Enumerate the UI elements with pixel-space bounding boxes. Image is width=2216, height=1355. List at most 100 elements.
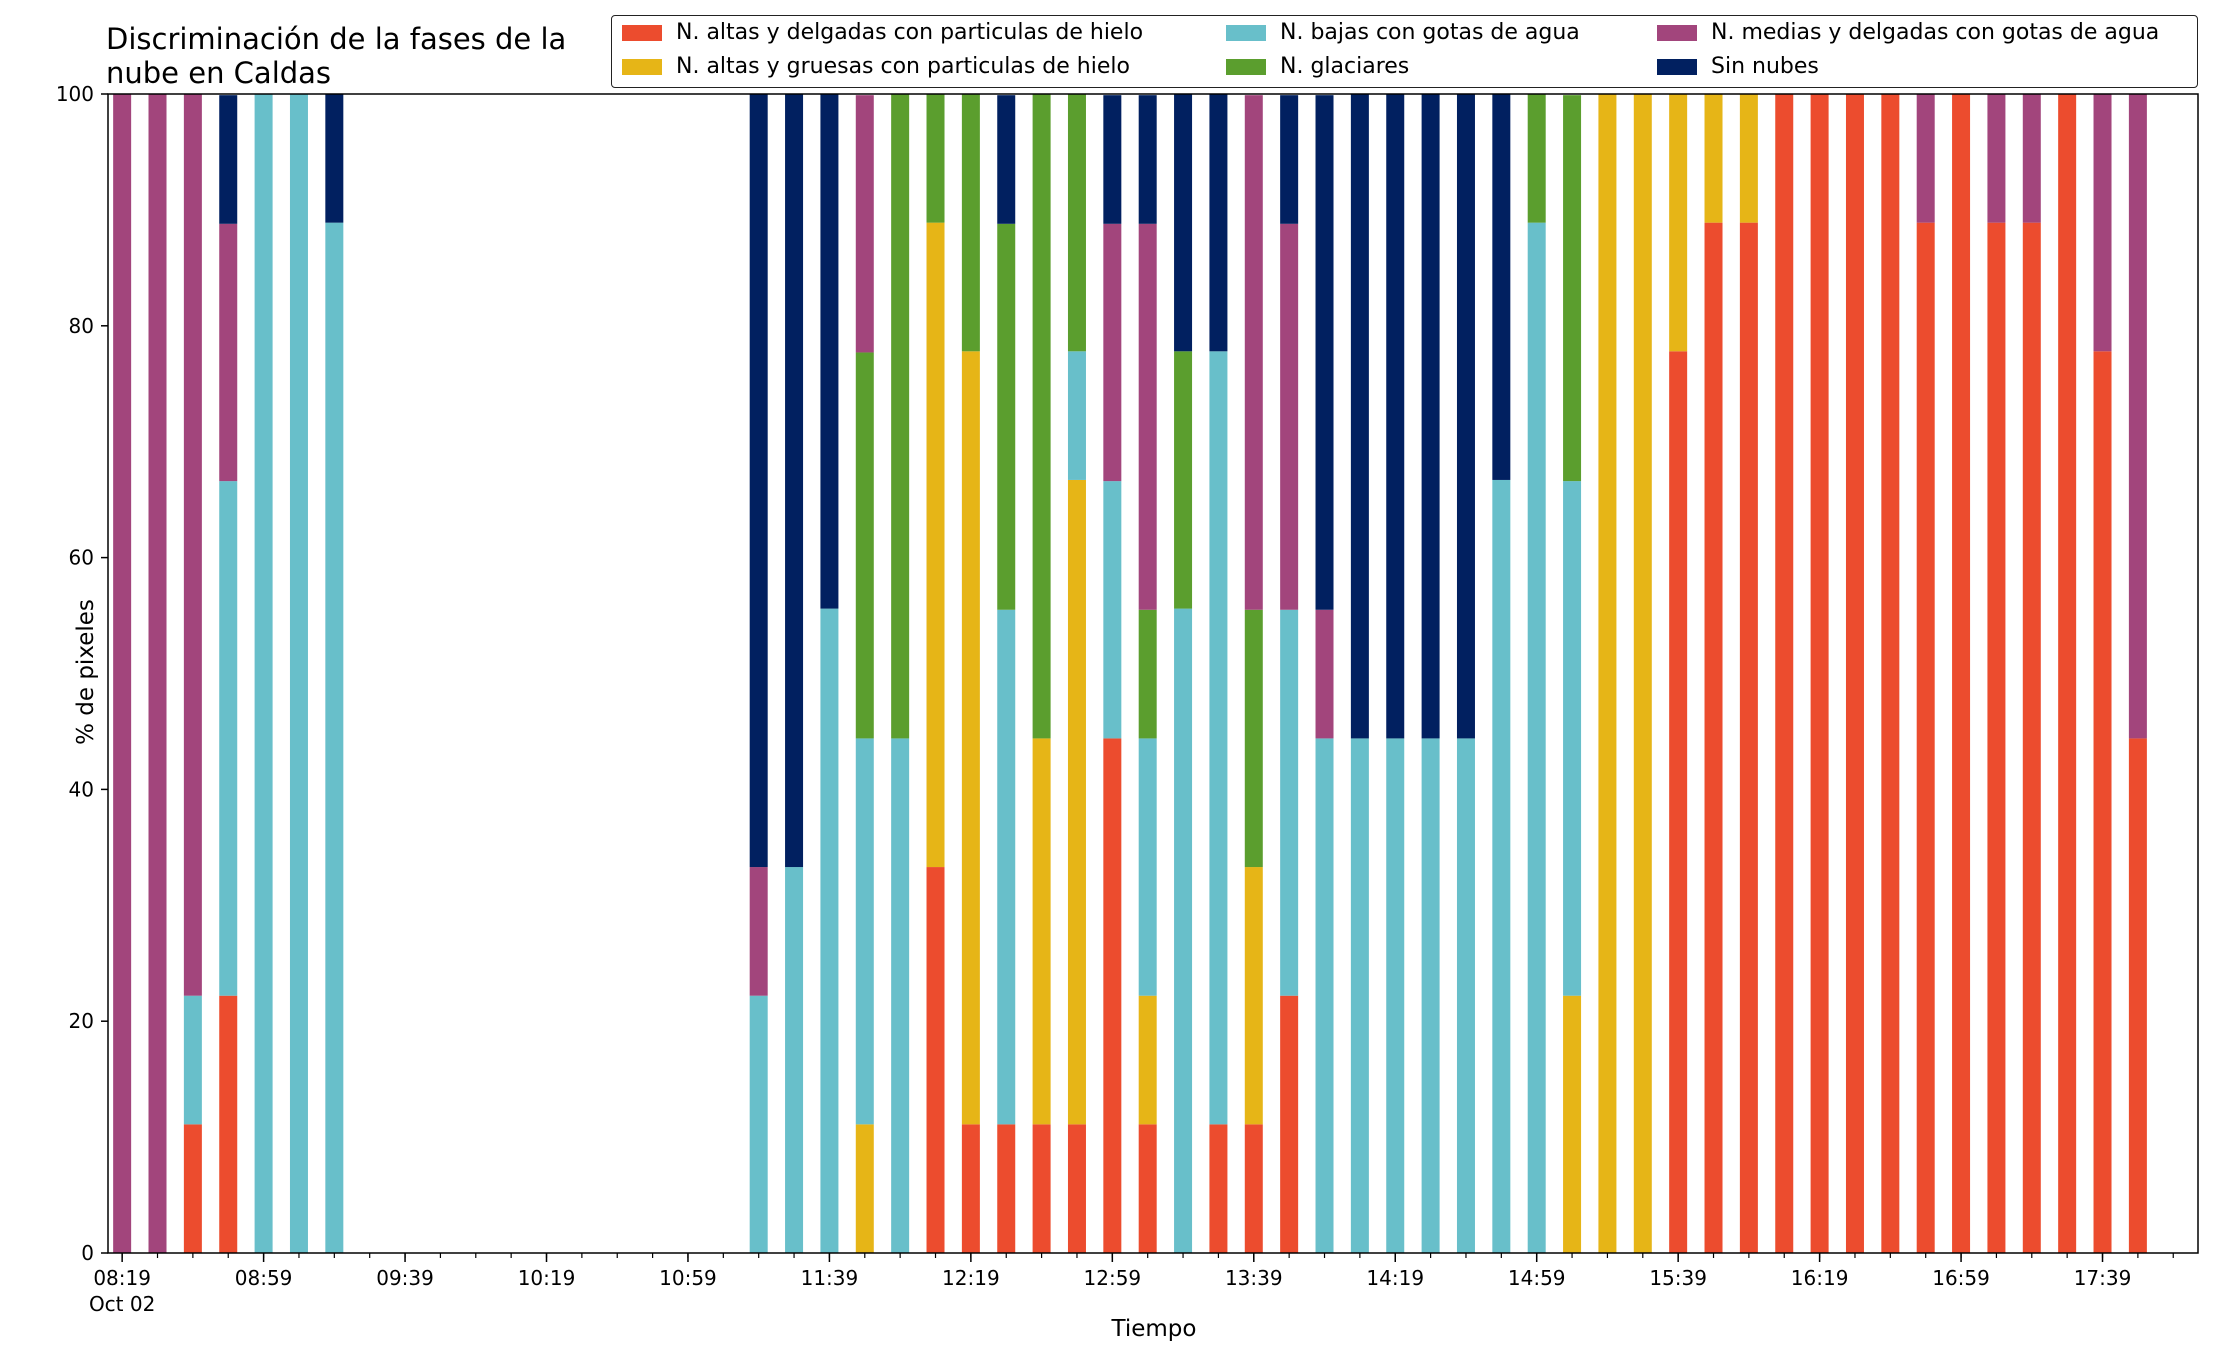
bar-segment: [1456, 738, 1475, 1253]
bar-segment: [113, 94, 132, 1253]
bar-segment: [1492, 94, 1511, 480]
bar-stack: [1421, 94, 1440, 1253]
legend-item-medias-delgadas: N. medias y delgadas con gotas de agua: [1657, 20, 2159, 45]
bar-segment: [1527, 94, 1546, 223]
legend-item-altas-delgadas: N. altas y delgadas con particulas de hi…: [622, 20, 1143, 45]
bar-stack: [1952, 94, 1971, 1253]
bar-segment: [1244, 95, 1263, 610]
y-tick-label: 80: [69, 314, 94, 338]
bar-segment: [2058, 94, 2077, 1253]
bar-segment: [2128, 94, 2147, 739]
legend-swatch: [1226, 58, 1266, 75]
bar-segment: [1739, 94, 1758, 223]
bar-segment: [2093, 351, 2112, 1254]
x-tick-label: 16:19: [1791, 1266, 1849, 1290]
bar-segment: [891, 738, 910, 1253]
bar-stack: [1067, 94, 1086, 1253]
bar-stack: [1916, 94, 1935, 1253]
bar-segment: [148, 94, 167, 1253]
x-tick-label: 08:59: [235, 1266, 293, 1290]
bar-segment: [997, 1124, 1016, 1253]
y-axis-label: % de pixeles: [72, 599, 99, 745]
bar-segment: [1067, 1124, 1086, 1253]
bar-stack: [325, 94, 344, 1253]
legend-item-glaciares: N. glaciares: [1226, 54, 1409, 79]
bar-segment: [1315, 609, 1334, 739]
bar-segment: [785, 867, 804, 1253]
y-tick-label: 20: [69, 1009, 94, 1033]
y-tick-label: 60: [69, 546, 94, 570]
bar-segment: [820, 94, 839, 609]
bar-segment: [219, 995, 238, 1253]
bar-segment: [1386, 738, 1405, 1253]
bar-segment: [1138, 95, 1157, 224]
bar-stack: [219, 95, 238, 1253]
bar-stack: [1280, 95, 1299, 1253]
bar-segment: [1739, 222, 1758, 1253]
bar-segment: [1103, 95, 1122, 224]
bar-segment: [1138, 223, 1157, 610]
bar-segment: [325, 222, 344, 1253]
bar-stack: [183, 94, 202, 1253]
bar-segment: [1280, 995, 1299, 1253]
bar-segment: [1633, 94, 1652, 1253]
legend-label: N. altas y delgadas con particulas de hi…: [676, 20, 1144, 45]
bar-segment: [1845, 94, 1864, 1253]
bar-segment: [820, 608, 839, 1253]
x-axis-label: Tiempo: [1111, 1316, 1197, 1342]
bar-segment: [749, 995, 768, 1253]
bar-segment: [1315, 95, 1334, 610]
chart-title: Discriminación de la fases de la nube en…: [106, 22, 567, 90]
bar-segment: [1244, 867, 1263, 1125]
bar-segment: [1421, 738, 1440, 1253]
bar-stack: [1244, 95, 1263, 1253]
bar-segment: [997, 223, 1016, 610]
legend-swatch: [622, 58, 662, 75]
bar-segment: [1280, 95, 1299, 224]
y-tick-label: 40: [69, 777, 94, 801]
bar-segment: [1598, 94, 1617, 1253]
bar-segment: [1138, 1124, 1157, 1253]
bar-segment: [1456, 94, 1475, 739]
bar-segment: [926, 867, 945, 1253]
bar-stack: [1174, 94, 1193, 1253]
bar-segment: [997, 609, 1016, 1125]
bar-segment: [1174, 94, 1193, 352]
bar-segment: [1032, 738, 1051, 1125]
bar-segment: [1067, 94, 1086, 352]
bar-segment: [1244, 1124, 1263, 1253]
bar-segment: [1067, 479, 1086, 1125]
bar-segment: [1952, 94, 1971, 1253]
bar-segment: [926, 222, 945, 868]
bar-segment: [1775, 94, 1794, 1253]
bar-segment: [1669, 351, 1688, 1254]
bar-segment: [1138, 738, 1157, 996]
bar-stack: [148, 94, 167, 1253]
legend-item-altas-gruesas: N. altas y gruesas con particulas de hie…: [622, 54, 1130, 79]
bar-segment: [1810, 94, 1829, 1253]
bar-segment: [1103, 481, 1122, 739]
bar-segment: [1138, 995, 1157, 1125]
bar-segment: [289, 94, 308, 1253]
bar-stack: [1633, 94, 1652, 1253]
bar-segment: [1315, 738, 1334, 1253]
bar-stack: [1881, 94, 1900, 1253]
x-tick-label: 12:59: [1084, 1266, 1142, 1290]
bar-segment: [219, 481, 238, 996]
bar-stack: [1032, 94, 1051, 1253]
bar-segment: [1916, 222, 1935, 1253]
bar-stack: [1598, 94, 1617, 1253]
bar-segment: [749, 867, 768, 996]
bar-segment: [855, 95, 874, 353]
legend-swatch: [622, 24, 662, 41]
bar-segment: [1916, 94, 1935, 223]
bar-segment: [1209, 1124, 1228, 1253]
bar-segment: [997, 95, 1016, 224]
bar-stack: [820, 94, 839, 1253]
x-tick-label: 10:19: [518, 1266, 576, 1290]
bar-stack: [1456, 94, 1475, 1253]
x-tick-label: 17:39: [2074, 1266, 2132, 1290]
legend-label: N. medias y delgadas con gotas de agua: [1711, 20, 2160, 45]
bar-segment: [254, 94, 273, 1253]
bar-stack: [1103, 95, 1122, 1253]
